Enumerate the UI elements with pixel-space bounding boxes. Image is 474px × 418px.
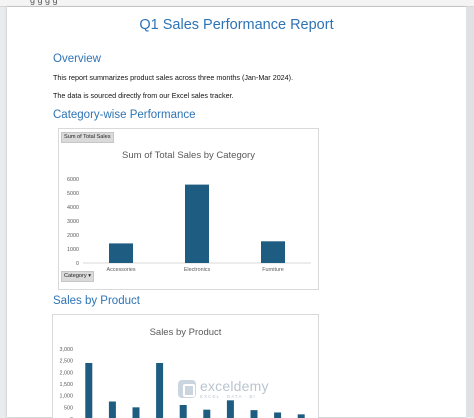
bar [185, 185, 209, 263]
bar [227, 400, 234, 418]
report-title: Q1 Sales Performance Report [7, 17, 466, 33]
bar [261, 241, 285, 263]
overview-paragraph-1: This report summarizes product sales acr… [53, 73, 293, 82]
y-tick-label: 3,000 [60, 347, 74, 353]
product-chart[interactable]: Sales by Product 05001,0001,5002,0002,50… [52, 314, 319, 418]
bar [85, 363, 92, 418]
y-tick-label: 2000 [67, 233, 79, 239]
watermark: exceldemy EXCEL · DATA · BI [178, 378, 269, 399]
overview-paragraph-2: The data is sourced directly from our Ex… [53, 91, 234, 100]
watermark-tagline: EXCEL · DATA · BI [200, 394, 269, 399]
bar [109, 402, 116, 418]
document-page: Q1 Sales Performance Report Overview Thi… [7, 7, 466, 417]
y-tick-label: 0 [76, 261, 79, 267]
y-tick-label: 500 [64, 405, 73, 411]
y-tick-label: 2,500 [60, 359, 74, 365]
category-chart[interactable]: Sum of Total Sales Sum of Total Sales by… [58, 128, 319, 290]
x-tick-label: Furniture [262, 267, 284, 273]
y-tick-label: 1000 [67, 247, 79, 253]
bar [156, 363, 163, 418]
category-field-button[interactable]: Category ▾ [61, 271, 94, 282]
bar [274, 412, 281, 418]
bar [298, 414, 305, 418]
y-tick-label: 1,000 [60, 394, 74, 400]
heading-overview: Overview [53, 53, 101, 65]
window-top-strip: ɡ ɡ ɡ ɡ [0, 0, 474, 7]
category-chart-plot: 0 1000 2000 3000 4000 5000 6000 Accessories Elec… [59, 129, 318, 289]
y-tick-label: 6000 [67, 177, 79, 183]
y-tick-label: 5000 [67, 191, 79, 197]
x-tick-label: Electronics [184, 267, 211, 273]
heading-category-performance: Category-wise Performance [53, 109, 196, 121]
bar [109, 243, 133, 263]
bar [180, 405, 187, 418]
category-field-label: Category [64, 273, 87, 279]
chevron-down-icon: ▾ [88, 273, 91, 279]
y-tick-label: 4000 [67, 205, 79, 211]
vertical-scrollbar[interactable] [466, 7, 474, 417]
y-tick-label: 1,500 [60, 382, 74, 388]
heading-sales-by-product: Sales by Product [53, 295, 140, 307]
y-tick-label: 3000 [67, 219, 79, 225]
y-tick-label: 2,000 [60, 370, 74, 376]
clipped-top-text: ɡ ɡ ɡ ɡ [30, 0, 58, 5]
exceldemy-logo-icon [178, 380, 196, 398]
x-tick-label: Accessories [106, 267, 135, 273]
watermark-name: exceldemy [200, 378, 269, 394]
bar [133, 407, 140, 418]
